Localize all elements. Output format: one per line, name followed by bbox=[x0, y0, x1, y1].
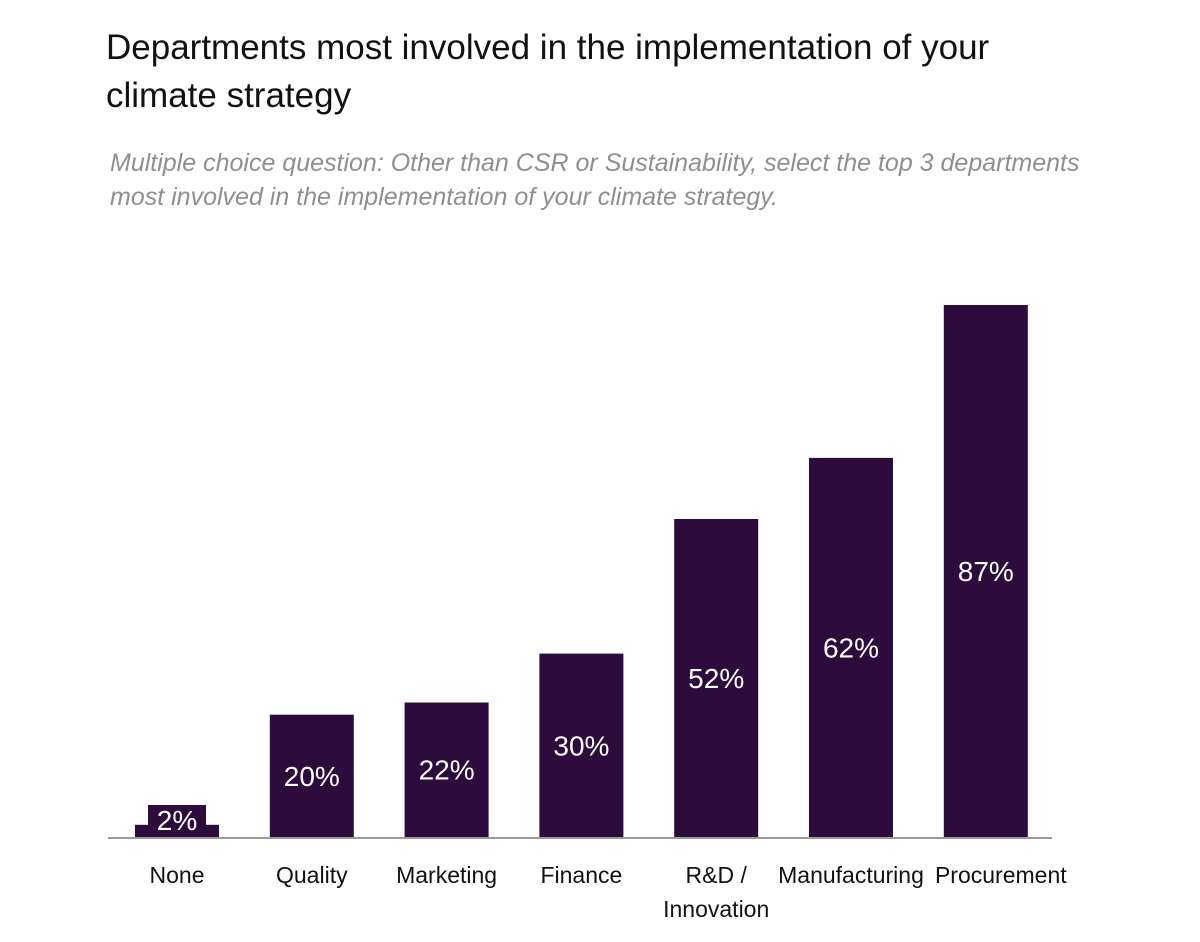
value-label-manufacturing: 62% bbox=[823, 632, 879, 663]
value-label-none: 2% bbox=[157, 805, 197, 836]
value-label-badge-none bbox=[148, 805, 206, 835]
category-label-procurement: Procurement bbox=[935, 862, 1067, 888]
category-label-r-d-innovation-line-1: R&D / bbox=[686, 862, 748, 888]
category-labels-layer: None Quality Marketing Finance R&D / Innovati… bbox=[150, 862, 1068, 922]
bar-manufacturing bbox=[809, 457, 893, 837]
bars-layer: 2% 20% 22% 30% 52% 62% 87% bbox=[135, 305, 1028, 837]
category-label-quality: Quality bbox=[276, 862, 348, 888]
value-label-r-d-innovation: 52% bbox=[688, 663, 744, 694]
category-label-r-d-innovation-line-2: Innovation bbox=[663, 896, 769, 922]
value-label-procurement: 87% bbox=[958, 556, 1014, 587]
category-label-finance: Finance bbox=[540, 862, 622, 888]
bar-quality bbox=[269, 714, 354, 837]
bar-procurement bbox=[943, 305, 1028, 837]
bar-r-d-innovation bbox=[674, 519, 759, 837]
chart-title: Departments most involved in the impleme… bbox=[106, 28, 990, 115]
bar-finance bbox=[539, 653, 624, 837]
value-label-quality: 20% bbox=[284, 761, 340, 792]
bar-marketing bbox=[404, 702, 489, 837]
category-label-marketing: Marketing bbox=[396, 862, 497, 888]
category-label-manufacturing: Manufacturing bbox=[778, 862, 924, 888]
category-label-none: None bbox=[150, 862, 205, 888]
chart-subtitle: Multiple choice question: Other than CSR… bbox=[110, 149, 1080, 211]
value-label-finance: 30% bbox=[553, 730, 609, 761]
value-label-marketing: 22% bbox=[419, 755, 475, 786]
